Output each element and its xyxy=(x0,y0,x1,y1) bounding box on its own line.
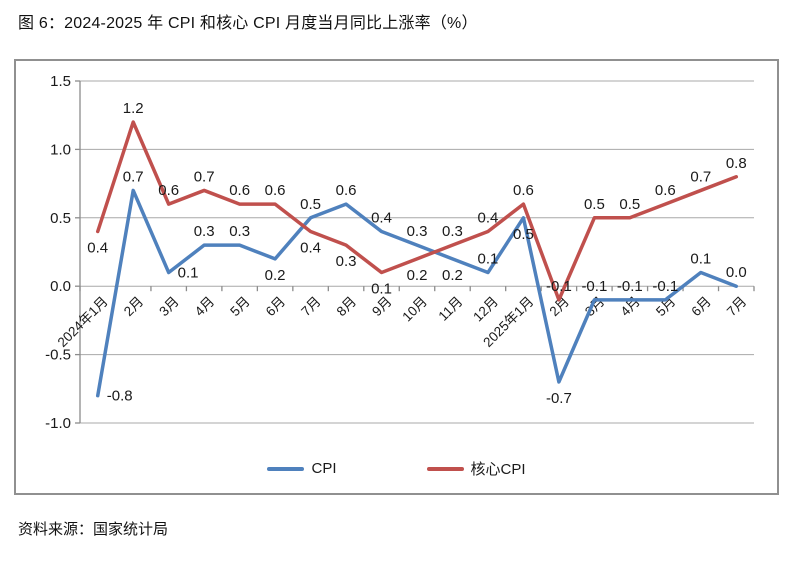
y-tick-label: -0.5 xyxy=(45,347,71,364)
cpi-data-label: -0.7 xyxy=(546,390,572,407)
y-tick-label: 1.5 xyxy=(50,73,71,90)
cpi-data-label: 0.3 xyxy=(407,223,428,240)
core-cpi-data-label: 0.4 xyxy=(300,239,321,256)
cpi-data-label: 0.5 xyxy=(300,196,321,213)
cpi-data-label: 0.3 xyxy=(194,223,215,240)
figure-title: 图 6：2024-2025 年 CPI 和核心 CPI 月度当月同比上涨率（%） xyxy=(18,15,478,32)
x-tick-label: 9月 xyxy=(369,294,394,319)
x-tick-label: 2024年1月 xyxy=(55,294,111,350)
y-tick-label: -1.0 xyxy=(45,415,71,432)
core-cpi-line-swatch xyxy=(426,466,464,471)
x-tick-label: 7月 xyxy=(724,294,749,319)
core-cpi-data-label: 0.3 xyxy=(336,253,357,270)
core-cpi-data-label: 0.4 xyxy=(87,239,108,256)
x-tick-label: 10月 xyxy=(399,294,430,325)
core-cpi-data-label: 0.6 xyxy=(513,182,534,199)
chart-legend: CPI 核心CPI xyxy=(16,458,777,479)
x-tick-label: 6月 xyxy=(263,294,288,319)
legend-label-cpi: CPI xyxy=(311,460,337,477)
cpi-data-label: 0.1 xyxy=(178,265,199,282)
core-cpi-data-label: 0.7 xyxy=(194,168,215,185)
core-cpi-data-label: 0.2 xyxy=(407,267,428,284)
core-cpi-data-label: 0.7 xyxy=(690,168,711,185)
cpi-data-label: 0.0 xyxy=(726,264,747,281)
line-chart: 1.5 1.0 0.5 0.0 -0.5 -1.0 2024年1月 2月 3月 4月 5月 6月 7月 8… xyxy=(45,73,755,432)
core-cpi-data-label: 0.5 xyxy=(619,196,640,213)
core-cpi-data-label: 0.6 xyxy=(265,182,286,199)
legend-item-cpi: CPI xyxy=(267,460,337,477)
x-tick-label: 4月 xyxy=(192,294,217,319)
legend-item-core-cpi: 核心CPI xyxy=(426,458,526,479)
cpi-data-label: 0.4 xyxy=(371,209,392,226)
legend-label-core-cpi: 核心CPI xyxy=(470,461,526,478)
core-cpi-data-label: 0.1 xyxy=(371,281,392,298)
x-tick-label: 6月 xyxy=(688,294,713,319)
figure-container: 图 6：2024-2025 年 CPI 和核心 CPI 月度当月同比上涨率（%）… xyxy=(14,15,779,538)
core-cpi-data-label: -0.1 xyxy=(546,278,572,295)
core-cpi-data-label: 0.5 xyxy=(584,196,605,213)
cpi-data-label: 0.2 xyxy=(265,267,286,284)
chart-box: 1.5 1.0 0.5 0.0 -0.5 -1.0 2024年1月 2月 3月 4月 5月 6月 7月 8… xyxy=(14,59,779,495)
cpi-line xyxy=(95,188,739,398)
cpi-data-label: 0.5 xyxy=(513,226,534,243)
cpi-line-swatch xyxy=(267,466,305,471)
x-tick-label: 7月 xyxy=(298,294,323,319)
x-tick-label: 11月 xyxy=(436,294,466,324)
cpi-data-label: -0.1 xyxy=(617,278,643,295)
cpi-data-label: 0.1 xyxy=(690,251,711,268)
core-cpi-data-label: 0.4 xyxy=(478,209,499,226)
cpi-data-label: 0.3 xyxy=(229,223,250,240)
core-cpi-line xyxy=(95,120,739,302)
x-tick-label: 3月 xyxy=(156,294,181,319)
y-tick-label: 1.0 xyxy=(50,141,71,158)
cpi-data-label: -0.1 xyxy=(581,278,607,295)
cpi-data-label: -0.1 xyxy=(652,278,678,295)
x-tick-label: 12月 xyxy=(470,294,501,325)
source-note: 资料来源：国家统计局 xyxy=(18,521,169,538)
cpi-data-label: 0.1 xyxy=(478,251,499,268)
y-tick-label: 0.0 xyxy=(50,278,71,295)
cpi-data-label: 0.2 xyxy=(442,267,463,284)
core-cpi-data-label: 0.3 xyxy=(442,223,463,240)
x-tick-label: 8月 xyxy=(334,294,359,319)
core-cpi-data-label: 0.8 xyxy=(726,155,747,172)
cpi-data-label: -0.8 xyxy=(107,388,133,405)
core-cpi-data-label: 0.6 xyxy=(158,182,179,199)
cpi-data-label: 0.7 xyxy=(123,168,144,185)
core-cpi-data-label: 0.6 xyxy=(655,182,676,199)
x-tick-label: 4月 xyxy=(617,294,642,319)
x-tick-label: 5月 xyxy=(227,294,252,319)
x-tick-label: 2月 xyxy=(121,294,146,319)
y-tick-label: 0.5 xyxy=(50,210,71,227)
core-cpi-data-label: 0.6 xyxy=(229,182,250,199)
core-cpi-data-label: 1.2 xyxy=(123,100,144,117)
cpi-data-label: 0.6 xyxy=(336,182,357,199)
